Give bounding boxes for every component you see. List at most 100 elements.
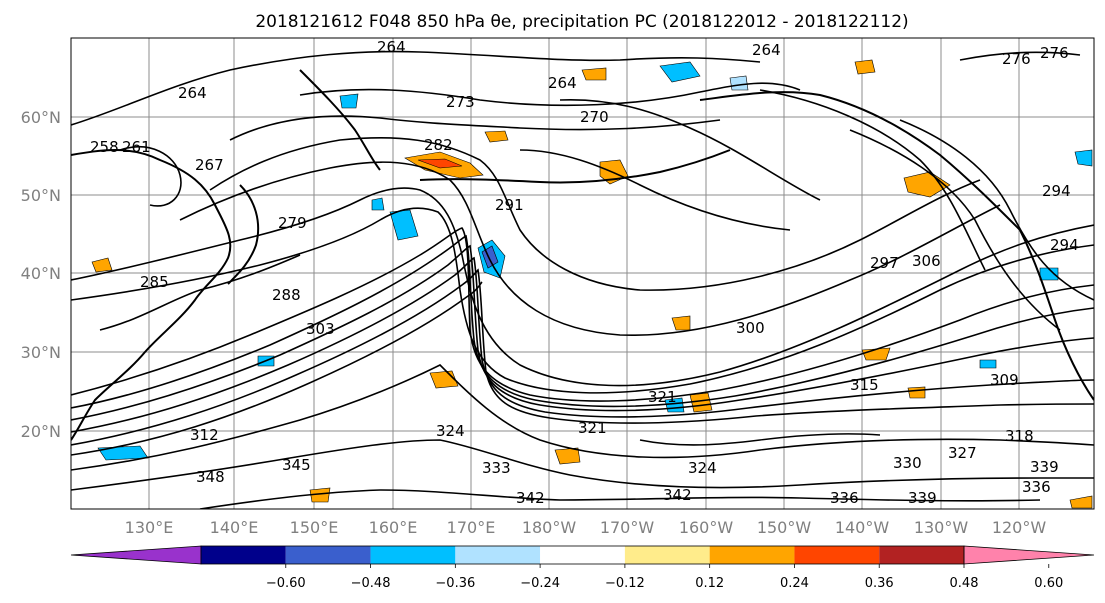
lon-label: 150°W: [757, 518, 812, 537]
contour-label: 315: [850, 376, 879, 394]
contour-label: 327: [948, 444, 977, 462]
contour-line: [299, 82, 801, 107]
colorbar-outline: [200, 545, 965, 565]
contour-label: 303: [306, 320, 335, 338]
contour-line: [71, 268, 1094, 446]
lon-label: 120°W: [992, 518, 1047, 537]
contour-label: 339: [908, 489, 937, 507]
precip-negative-patch: [97, 445, 149, 461]
colorbar-tick-label: −0.36: [435, 576, 475, 591]
map-content: 264 264 264 264 270 273 276 258 261 267 …: [71, 38, 1094, 509]
colorbar-bin: [879, 546, 964, 564]
lat-label: 30°N: [21, 343, 61, 362]
precip-negative-patch: [729, 75, 749, 91]
contour-label: 321: [648, 388, 677, 406]
precip-positive-patch: [1069, 495, 1093, 509]
contour-label: 258: [90, 138, 119, 156]
contour-label: 264: [377, 38, 406, 56]
contour-label: 321: [578, 419, 607, 437]
precip-positive-patch: [903, 171, 951, 198]
contour-label: 288: [272, 286, 301, 304]
map-border: [70, 37, 1095, 510]
colorbar-tick-label: 0.12: [695, 576, 724, 591]
contour-label: 342: [663, 486, 692, 504]
contour-line: [71, 364, 1094, 471]
contour-label: 282: [424, 136, 453, 154]
precip-strong-patch: [417, 158, 463, 169]
map-frame: 264 264 264 264 270 273 276 258 261 267 …: [70, 37, 1095, 510]
colorbar-bin: [201, 546, 286, 564]
contour-label: 276: [1040, 44, 1069, 62]
contour-label: 306: [912, 252, 941, 270]
contour-label: 324: [688, 459, 717, 477]
coastline-north-america: [1019, 229, 1094, 401]
lat-label: 20°N: [21, 422, 61, 441]
precip-negative-patch: [659, 61, 701, 83]
lon-label: 140°W: [835, 518, 890, 537]
theta-e-contours: [71, 50, 1094, 509]
contour-line: [71, 256, 1094, 433]
contour-line: [119, 146, 182, 207]
lat-label: 50°N: [21, 186, 61, 205]
colorbar-bin: [285, 546, 371, 564]
coastline-asia: [71, 149, 232, 441]
contour-label: 264: [178, 84, 207, 102]
colorbar-bin: [370, 546, 456, 564]
contour-label: 276: [1002, 50, 1031, 68]
precip-positive-patch: [309, 487, 331, 503]
contour-line: [959, 51, 1081, 61]
lon-label: 170°W: [600, 518, 655, 537]
longitude-labels: 130°E 140°E 150°E 160°E 170°E 180°W 170°W 160°W…: [125, 518, 1047, 537]
contour-label: 330: [893, 454, 922, 472]
colorbar-tick-label: −0.12: [605, 576, 645, 591]
contour-label: 339: [1030, 458, 1059, 476]
coastline-aleutians: [419, 149, 731, 184]
contour-label: 336: [1022, 478, 1051, 496]
contour-line: [71, 439, 1094, 491]
colorbar-extend-high: [963, 545, 1095, 565]
colorbar-bin: [624, 546, 710, 564]
contour-line: [71, 281, 483, 456]
precip-negative-patch: [339, 93, 359, 109]
lon-label: 150°E: [290, 518, 339, 537]
contour-label: 270: [580, 108, 609, 126]
lat-label: 40°N: [21, 264, 61, 283]
contour-label: 294: [1042, 182, 1071, 200]
map-title: 2018121612 F048 850 hPa θe, precipitatio…: [255, 12, 908, 32]
precip-positive-patch: [854, 59, 876, 75]
colorbar-tick-label: 0.60: [1034, 576, 1063, 591]
precip-positive-patch: [484, 130, 509, 143]
contour-label: 261: [122, 138, 151, 156]
lon-label: 160°W: [679, 518, 734, 537]
contour-line: [899, 119, 1094, 301]
lon-label: 170°E: [447, 518, 496, 537]
colorbar-tick-label: 0.36: [865, 576, 894, 591]
colorbar-bin: [709, 546, 795, 564]
contour-line: [639, 433, 881, 446]
coastlines: [71, 69, 1094, 441]
contour-line: [71, 50, 761, 126]
contour-labels: 264 264 264 264 270 273 276 258 261 267 …: [90, 38, 1079, 507]
coastline-kamchatka: [299, 69, 381, 171]
contour-label: 264: [548, 74, 577, 92]
precip-positive-patch: [91, 257, 113, 273]
lon-label: 160°E: [369, 518, 418, 537]
colorbar-tick-label: −0.24: [520, 576, 560, 591]
colorbar-tick-label: −0.48: [351, 576, 391, 591]
coastline-alaska: [699, 91, 1021, 231]
contour-line: [71, 227, 1094, 402]
contour-line: [209, 136, 981, 291]
precip-negative-patch: [979, 359, 997, 369]
contour-line: [99, 254, 301, 331]
contour-line: [71, 244, 1094, 421]
colorbar-extend-low: [70, 545, 202, 565]
contour-label: 312: [190, 426, 219, 444]
precip-negative-patch: [371, 197, 385, 211]
contour-line: [199, 489, 1041, 509]
colorbar-bin: [455, 546, 541, 564]
contour-label: 267: [195, 156, 224, 174]
contour-label: 348: [196, 468, 225, 486]
contour-label: 342: [516, 489, 545, 507]
contour-label: 345: [282, 456, 311, 474]
